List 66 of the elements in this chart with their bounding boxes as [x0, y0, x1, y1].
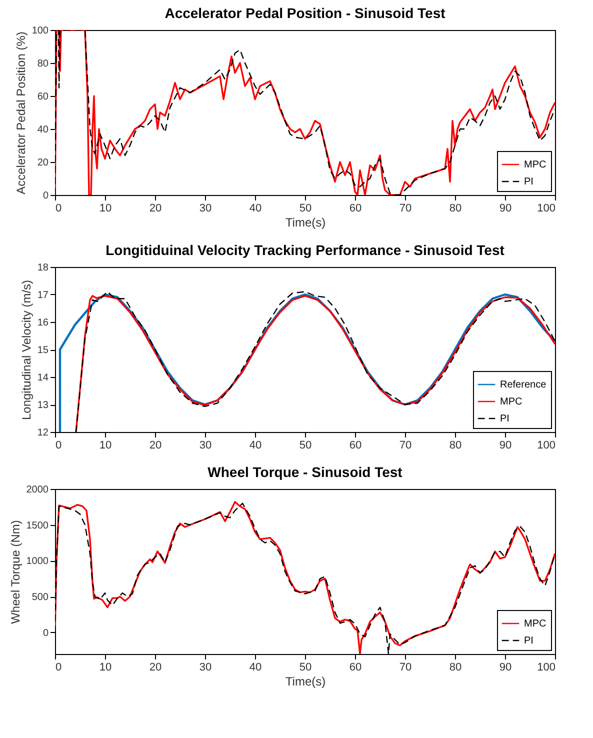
- x-axis-title: Time(s): [285, 674, 326, 688]
- legend-label: MPC: [500, 396, 522, 408]
- y-tick-label: 80: [37, 58, 49, 70]
- x-tick-label: 90: [499, 662, 512, 674]
- x-tick-label: 80: [449, 440, 462, 452]
- y-axis-title: Longitudinal Velocity (m/s): [19, 280, 34, 420]
- x-tick-label: 0: [56, 202, 62, 214]
- x-tick-label: 50: [299, 202, 312, 214]
- x-tick-label: 40: [249, 440, 262, 452]
- legend-label: Reference: [500, 380, 547, 390]
- y-tick-label: 0: [42, 190, 49, 202]
- x-tick-label: 100: [537, 202, 556, 214]
- x-tick-label: 100: [537, 662, 556, 674]
- x-tick-label: 70: [399, 440, 412, 452]
- x-tick-label: 40: [249, 662, 262, 674]
- x-tick-label: 100: [537, 440, 556, 452]
- x-tick-label: 30: [199, 440, 212, 452]
- x-tick-label: 40: [249, 202, 262, 214]
- x-tick-label: 90: [499, 202, 512, 214]
- x-tick-label: 50: [299, 662, 312, 674]
- x-tick-label: 20: [149, 662, 162, 674]
- chart-title: Longitiduinal Velocity Tracking Performance - Sinusoid Test: [106, 242, 505, 258]
- x-tick-label: 80: [449, 662, 462, 674]
- y-tick-label: 500: [32, 592, 49, 604]
- x-tick-label: 70: [399, 662, 412, 674]
- y-tick-label: 2000: [26, 484, 49, 496]
- y-tick-label: 16: [37, 318, 49, 328]
- y-axis-title: Accelerator Pedal Position (%): [14, 32, 28, 194]
- x-tick-label: 50: [299, 440, 312, 452]
- y-tick-label: 18: [37, 262, 49, 274]
- y-tick-label: 15: [37, 345, 49, 356]
- y-tick-label: 13: [37, 400, 49, 411]
- x-tick-label: 80: [449, 202, 462, 214]
- x-tick-label: 60: [349, 662, 362, 674]
- x-tick-label: 70: [399, 202, 412, 214]
- y-tick-label: 60: [37, 92, 49, 102]
- x-tick-label: 20: [149, 440, 162, 452]
- y-tick-label: 40: [37, 124, 49, 136]
- y-tick-label: 17: [37, 290, 49, 301]
- chart-title: Wheel Torque - Sinusoid Test: [208, 464, 403, 480]
- x-tick-label: 90: [499, 440, 512, 452]
- y-tick-label: 12: [37, 428, 49, 438]
- x-tick-label: 0: [56, 440, 62, 452]
- x-tick-label: 10: [99, 440, 112, 452]
- y-tick-label: 14: [37, 372, 49, 384]
- legend-label: PI: [500, 414, 510, 424]
- x-tick-label: 60: [349, 440, 362, 452]
- x-tick-label: 20: [149, 202, 162, 214]
- y-tick-label: 1000: [26, 556, 49, 568]
- x-tick-label: 10: [99, 662, 112, 674]
- y-tick-label: 1500: [26, 520, 49, 532]
- y-tick-label: 20: [37, 158, 49, 168]
- chart-title: Accelerator Pedal Position - Sinusoid Test: [164, 5, 446, 21]
- y-tick-label: 100: [32, 26, 49, 36]
- legend-label: PI: [524, 176, 534, 188]
- x-tick-label: 0: [56, 662, 62, 674]
- y-axis-title: Wheel Torque (Nm): [8, 520, 22, 624]
- legend-label: MPC: [524, 160, 546, 170]
- x-axis-title: Time(s): [285, 216, 326, 230]
- legend-label: MPC: [524, 618, 546, 630]
- y-tick-label: 0: [42, 628, 49, 639]
- x-tick-label: 60: [349, 202, 362, 214]
- legend-label: PI: [524, 636, 534, 646]
- x-tick-label: 30: [199, 202, 212, 214]
- x-tick-label: 10: [99, 202, 112, 214]
- x-tick-label: 30: [199, 662, 212, 674]
